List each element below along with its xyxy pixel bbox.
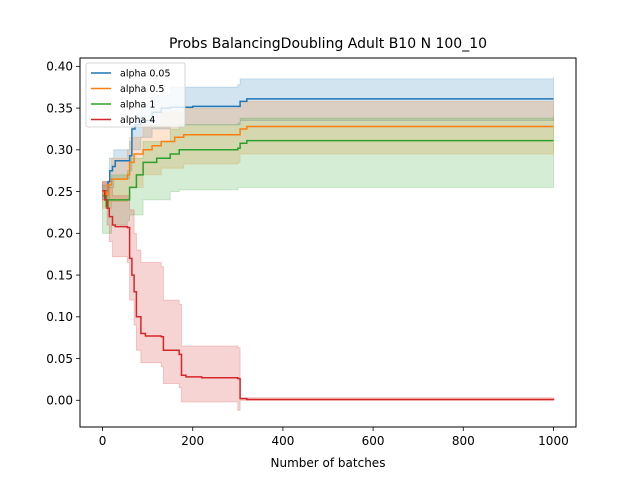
legend-label-2: alpha 1: [120, 99, 155, 110]
legend-label-3: alpha 4: [120, 115, 155, 126]
y-tick-label-0: 0.00: [46, 394, 73, 408]
y-tick-label-1: 0.05: [46, 352, 73, 366]
x-tick-label-1: 200: [181, 434, 204, 448]
x-axis-label: Number of batches: [271, 456, 386, 470]
legend: alpha 0.05 alpha 0.5 alpha 1 alpha 4: [85, 62, 186, 128]
y-tick-label-7: 0.35: [46, 101, 73, 115]
y-tick-label-5: 0.25: [46, 185, 73, 199]
x-tick-label-4: 800: [452, 434, 475, 448]
y-axis: 0.00 0.05 0.10 0.15 0.20 0.25 0.30 0.35 0.40: [46, 60, 80, 408]
y-tick-label-8: 0.40: [46, 60, 73, 74]
y-tick-label-4: 0.20: [46, 227, 73, 241]
x-axis: 0 200 400 600 800 1000: [99, 427, 569, 448]
y-tick-label-6: 0.30: [46, 143, 73, 157]
x-tick-label-0: 0: [99, 434, 107, 448]
x-tick-label-2: 400: [271, 434, 294, 448]
legend-label-0: alpha 0.05: [120, 68, 171, 79]
plot-frame: [79, 57, 577, 428]
band-0: [102, 76, 554, 201]
legend-label-1: alpha 0.5: [120, 84, 164, 95]
x-tick-label-5: 1000: [538, 434, 569, 448]
series-lines: [102, 98, 555, 401]
y-tick-label-3: 0.15: [46, 268, 73, 282]
y-tick-label-2: 0.10: [46, 310, 73, 324]
series-line-3: [102, 189, 555, 401]
series-line-1: [102, 125, 554, 197]
x-tick-label-3: 600: [362, 434, 385, 448]
legend-box: [85, 62, 186, 128]
band-3: [102, 181, 554, 411]
series-line-2: [102, 139, 554, 208]
chart-title: Probs BalancingDoubling Adult B10 N 100_…: [169, 36, 487, 52]
